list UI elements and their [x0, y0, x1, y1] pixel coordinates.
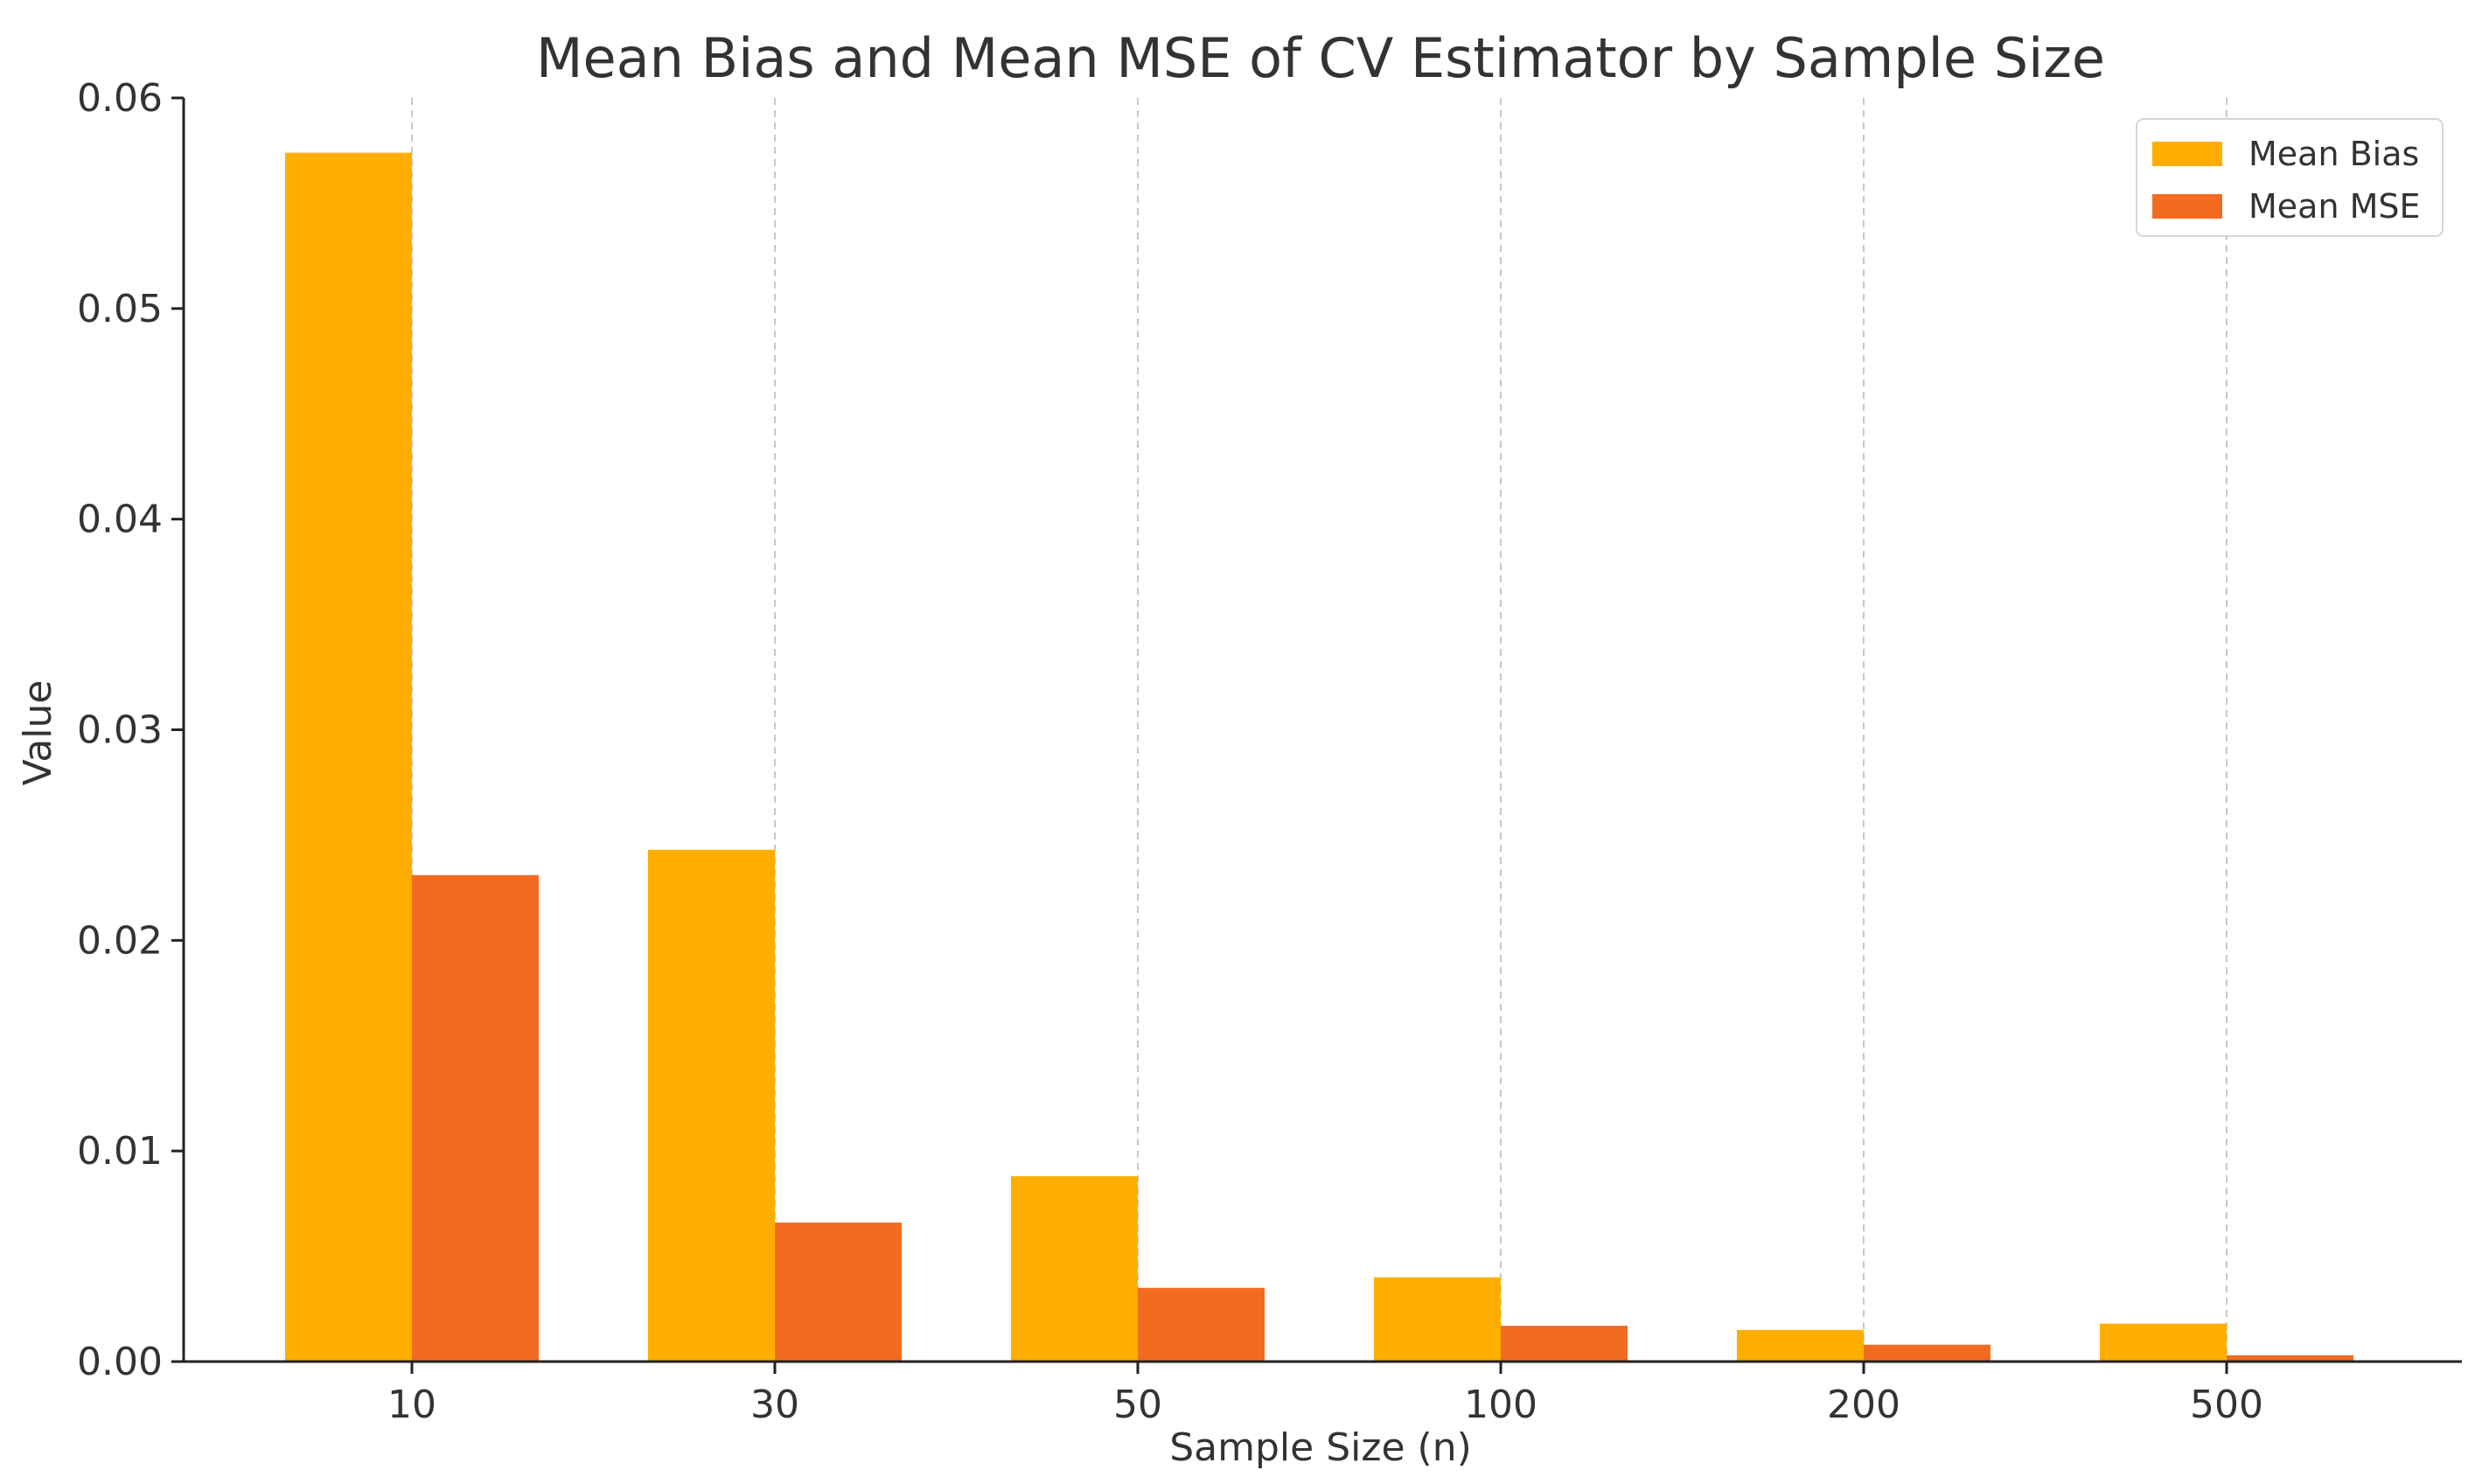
x-tick-label: 200 [1827, 1383, 1900, 1427]
bar-mean-mse-50 [1138, 1287, 1265, 1362]
legend: Mean Bias Mean MSE [2136, 118, 2444, 237]
x-tick-label: 500 [2190, 1383, 2263, 1427]
y-tick-label: 0.00 [77, 1340, 163, 1384]
legend-swatch-mean-bias [2152, 142, 2222, 166]
y-tick-label: 0.01 [77, 1129, 163, 1174]
y-axis-label: Value [16, 680, 60, 786]
bar-mean-bias-100 [1374, 1277, 1501, 1362]
bar-mean-mse-100 [1501, 1326, 1628, 1362]
bar-mean-bias-200 [1737, 1329, 1864, 1362]
y-tick-label: 0.05 [77, 287, 163, 331]
bar-mean-mse-30 [775, 1223, 902, 1362]
y-tick-label: 0.06 [77, 76, 163, 121]
legend-label-mean-mse: Mean MSE [2248, 187, 2421, 226]
bar-mean-bias-30 [648, 849, 775, 1362]
x-axis-label: Sample Size (n) [1169, 1425, 1472, 1470]
x-tick-label: 30 [750, 1383, 799, 1427]
x-tick-label: 10 [387, 1383, 436, 1427]
legend-label-mean-bias: Mean Bias [2248, 135, 2419, 173]
bar-mean-bias-500 [2100, 1323, 2227, 1362]
bar-mean-bias-50 [1011, 1176, 1138, 1362]
y-tick-label: 0.03 [77, 708, 163, 753]
x-tick-label: 100 [1464, 1383, 1537, 1427]
bar-mean-mse-10 [412, 874, 539, 1362]
chart-title: Mean Bias and Mean MSE of CV Estimator b… [536, 26, 2105, 90]
x-tick-label: 50 [1113, 1383, 1162, 1427]
bar-mean-bias-10 [285, 152, 412, 1362]
y-tick-label: 0.04 [77, 498, 163, 542]
y-tick-label: 0.02 [77, 918, 163, 963]
bar-mean-mse-500 [2227, 1355, 2353, 1362]
bar-mean-mse-200 [1864, 1344, 1990, 1362]
legend-swatch-mean-mse [2152, 194, 2222, 219]
